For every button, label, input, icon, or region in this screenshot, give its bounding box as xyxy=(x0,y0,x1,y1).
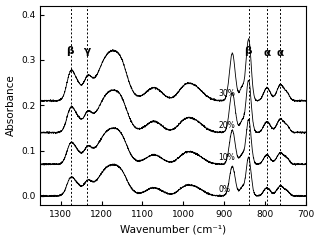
Y-axis label: Absorbance: Absorbance xyxy=(5,74,16,136)
Text: $\bf{\alpha}$: $\bf{\alpha}$ xyxy=(276,48,285,58)
Text: $\bf{\beta}$: $\bf{\beta}$ xyxy=(244,44,253,58)
Text: 20%: 20% xyxy=(218,121,235,130)
Text: $\bf{\gamma}$: $\bf{\gamma}$ xyxy=(83,46,92,58)
Text: 10%: 10% xyxy=(218,153,235,162)
Text: $\bf{\alpha}$: $\bf{\alpha}$ xyxy=(263,48,271,58)
Text: $\bf{\beta}$: $\bf{\beta}$ xyxy=(67,44,76,58)
X-axis label: Wavenumber (cm⁻¹): Wavenumber (cm⁻¹) xyxy=(120,224,226,234)
Text: 0%: 0% xyxy=(218,185,230,194)
Text: 30%: 30% xyxy=(218,90,235,98)
